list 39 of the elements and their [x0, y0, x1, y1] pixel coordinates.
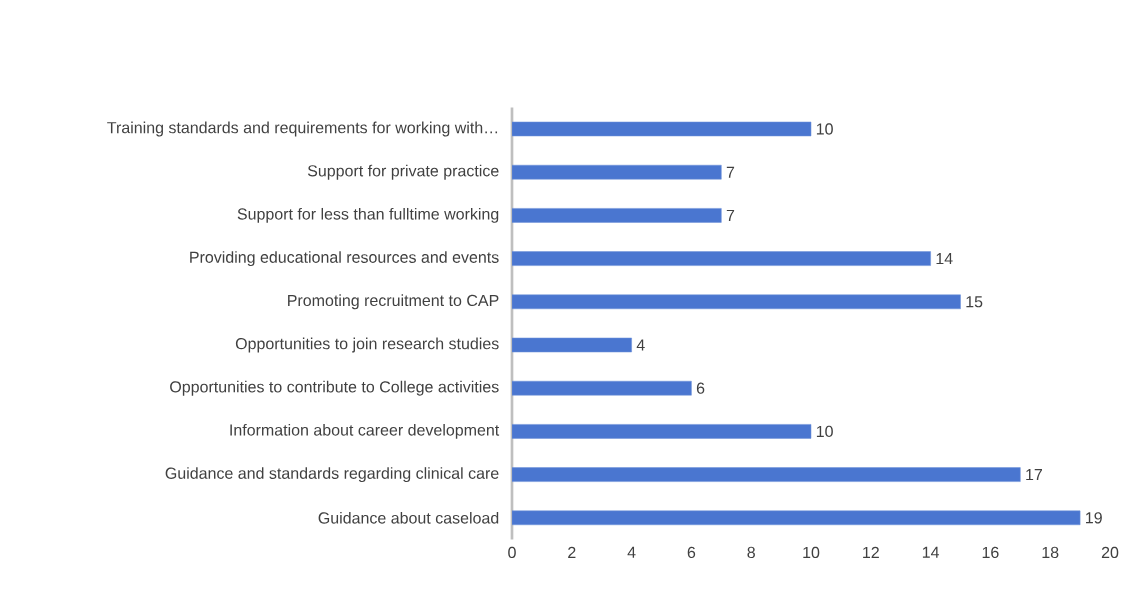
y-tick-label: Opportunities to contribute to College activities — [170, 380, 499, 396]
bar — [512, 164, 722, 180]
x-tick-label: 8 — [747, 546, 755, 559]
data-label: 19 — [1086, 512, 1102, 524]
data-label: 15 — [966, 296, 983, 308]
x-tick-label: 6 — [687, 546, 696, 559]
x-tick-label: 2 — [568, 546, 576, 558]
bar — [512, 467, 1021, 482]
x-tick-label: 16 — [982, 546, 999, 559]
y-tick-label: Guidance and standards regarding clinical care — [165, 467, 499, 483]
bar — [512, 251, 931, 266]
x-tick-label: 20 — [1101, 546, 1119, 559]
data-label: 6 — [696, 382, 705, 394]
bar — [512, 294, 961, 310]
y-tick-label: Providing educational resources and events — [190, 251, 499, 267]
data-label: 17 — [1026, 469, 1042, 481]
x-tick-label: 10 — [803, 546, 820, 559]
data-label: 4 — [636, 339, 645, 351]
bar — [512, 510, 1081, 526]
data-label: 10 — [816, 123, 833, 135]
y-tick-label: Training standards and requirements for working with… — [107, 121, 498, 137]
x-tick-label: 4 — [627, 546, 636, 558]
y-tick-label: Opportunities to join research studies — [235, 337, 499, 353]
x-tick-label: 18 — [1042, 546, 1059, 559]
bar — [512, 380, 692, 396]
data-label: 7 — [726, 209, 735, 221]
y-tick-label: Information about career development — [230, 423, 500, 439]
data-label: 7 — [726, 166, 735, 178]
y-tick-label: Support for private practice — [307, 164, 499, 180]
bar — [512, 208, 722, 223]
data-label: 10 — [816, 425, 833, 438]
x-tick-label: 14 — [922, 546, 940, 558]
x-tick-label: 12 — [863, 546, 879, 558]
y-tick-label: Guidance about caseload — [318, 511, 499, 524]
bar — [512, 424, 812, 439]
y-tick-label: Support for less than fulltime working — [237, 207, 499, 223]
x-tick-label: 0 — [508, 546, 516, 559]
y-tick-label: Promoting recruitment to CAP — [288, 294, 499, 310]
data-label: 14 — [936, 253, 953, 265]
